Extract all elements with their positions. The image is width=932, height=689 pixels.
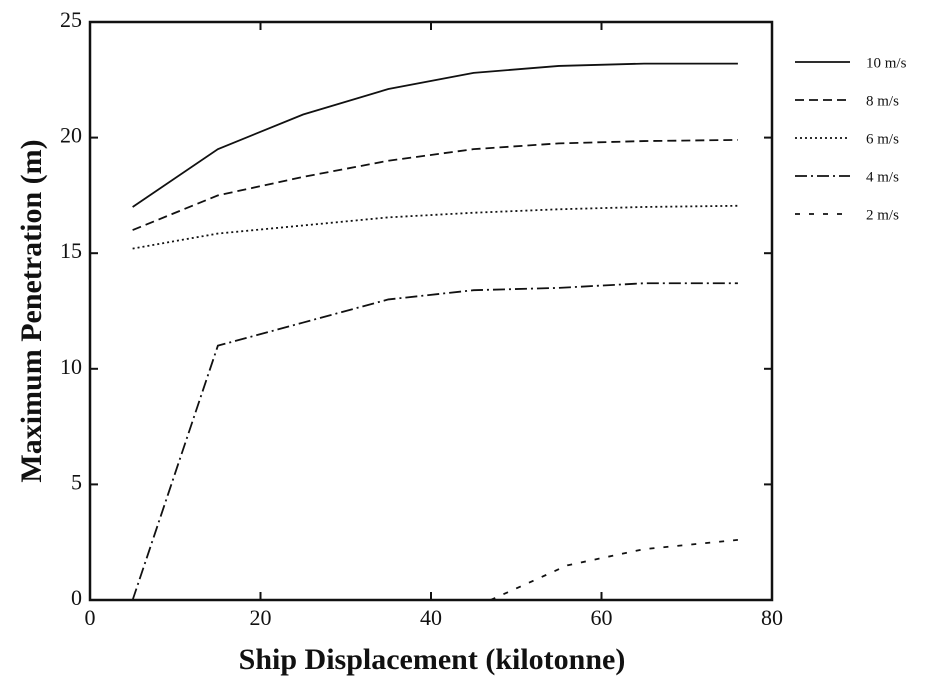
series-line xyxy=(490,538,738,601)
y-tick-label: 0 xyxy=(71,585,82,610)
series-line xyxy=(132,139,738,231)
y-tick-label: 5 xyxy=(71,469,82,494)
legend-label: 8 m/s xyxy=(866,93,899,109)
legend-label: 4 m/s xyxy=(866,169,899,185)
plot-frame xyxy=(88,20,774,602)
x-axis-title: Ship Displacement (kilotonne) xyxy=(239,643,626,676)
y-tick-label: 25 xyxy=(60,7,82,32)
series-line xyxy=(132,204,738,250)
y-axis-title: Maximum Penetration (m) xyxy=(15,139,48,482)
x-tick-label: 40 xyxy=(420,605,442,630)
x-tick-label: 80 xyxy=(761,605,783,630)
x-tick-label: 60 xyxy=(591,605,613,630)
y-tick-label: 10 xyxy=(60,354,82,379)
legend-label: 2 m/s xyxy=(866,207,899,223)
y-tick-label: 20 xyxy=(60,123,82,148)
legend-label: 6 m/s xyxy=(866,131,899,147)
legend-label: 10 m/s xyxy=(866,55,907,71)
x-tick-label: 0 xyxy=(85,605,96,630)
series-line xyxy=(131,282,738,601)
y-tick-label: 15 xyxy=(60,238,82,263)
series-line xyxy=(132,62,738,208)
x-tick-label: 20 xyxy=(250,605,272,630)
